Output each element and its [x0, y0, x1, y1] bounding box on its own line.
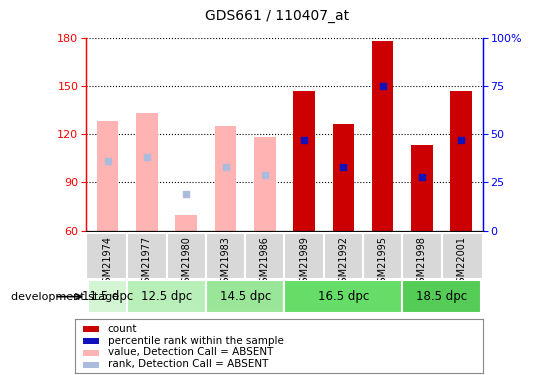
- Bar: [332, 124, 354, 231]
- Text: GSM22001: GSM22001: [456, 236, 466, 289]
- Bar: [136, 113, 158, 231]
- Bar: [402, 280, 481, 313]
- Bar: [83, 350, 99, 356]
- Bar: [284, 280, 402, 313]
- Bar: [175, 214, 197, 231]
- Text: GDS661 / 110407_at: GDS661 / 110407_at: [205, 9, 350, 23]
- Text: GSM21983: GSM21983: [220, 236, 230, 289]
- Bar: [83, 338, 99, 344]
- Text: development stage: development stage: [11, 292, 119, 302]
- Text: GSM21986: GSM21986: [260, 236, 270, 289]
- Bar: [88, 280, 127, 313]
- Text: GSM21992: GSM21992: [339, 236, 349, 289]
- Bar: [206, 280, 285, 313]
- Text: 11.5 dpc: 11.5 dpc: [82, 290, 133, 303]
- Bar: [97, 121, 118, 231]
- Text: GSM21998: GSM21998: [417, 236, 427, 289]
- Text: GSM21974: GSM21974: [103, 236, 113, 289]
- Text: 12.5 dpc: 12.5 dpc: [141, 290, 192, 303]
- Bar: [254, 137, 276, 231]
- Text: 14.5 dpc: 14.5 dpc: [220, 290, 271, 303]
- Bar: [293, 91, 315, 231]
- Text: 18.5 dpc: 18.5 dpc: [416, 290, 467, 303]
- Text: GSM21980: GSM21980: [181, 236, 191, 289]
- Text: GSM21995: GSM21995: [377, 236, 387, 289]
- Text: 16.5 dpc: 16.5 dpc: [318, 290, 369, 303]
- Bar: [215, 126, 236, 231]
- Bar: [83, 362, 99, 368]
- Bar: [83, 326, 99, 332]
- Text: count: count: [108, 324, 137, 333]
- Bar: [372, 41, 393, 231]
- Text: rank, Detection Call = ABSENT: rank, Detection Call = ABSENT: [108, 359, 268, 369]
- Text: GSM21989: GSM21989: [299, 236, 309, 289]
- Bar: [411, 146, 433, 231]
- Text: value, Detection Call = ABSENT: value, Detection Call = ABSENT: [108, 348, 273, 357]
- Text: GSM21977: GSM21977: [142, 236, 152, 290]
- Text: percentile rank within the sample: percentile rank within the sample: [108, 336, 284, 345]
- Bar: [451, 91, 472, 231]
- Bar: [127, 280, 206, 313]
